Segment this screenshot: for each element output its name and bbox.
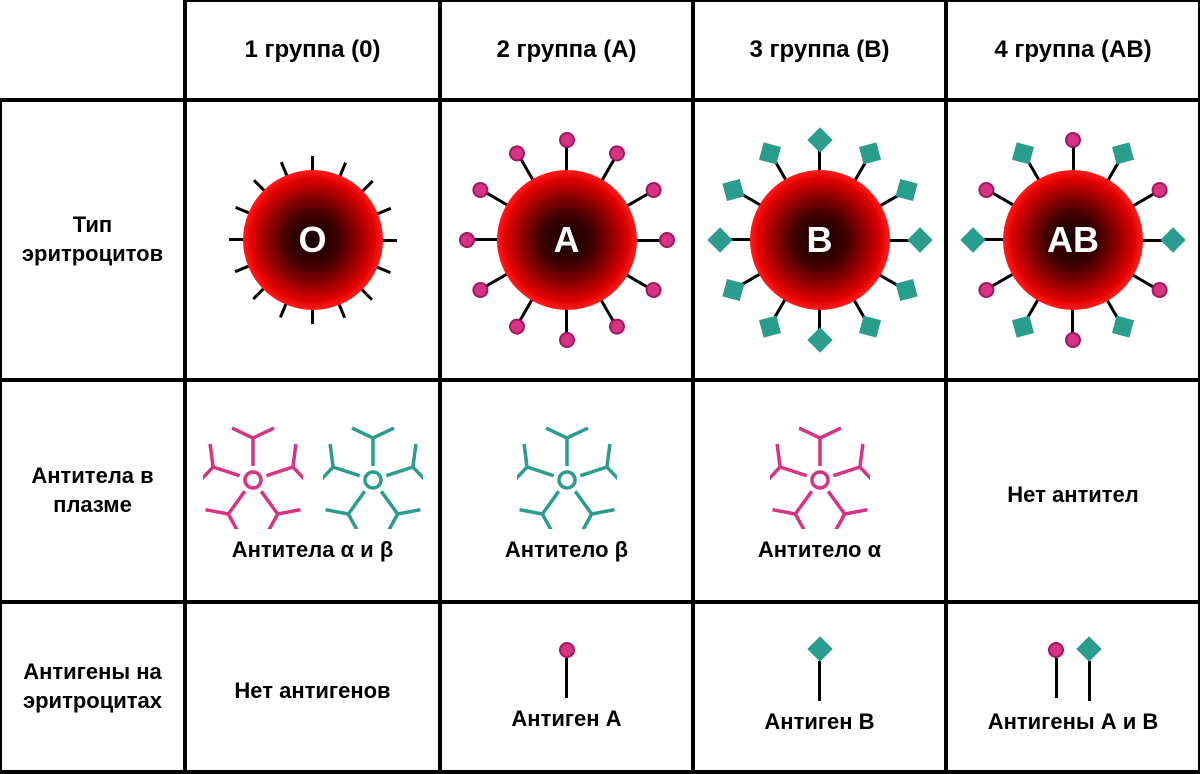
rbc-cell-O: O xyxy=(183,98,442,382)
antigen-b-icon xyxy=(1080,640,1098,701)
plasma-cell-O: Антитела α и β xyxy=(183,378,442,604)
plasma-caption-A: Антитело β xyxy=(505,537,628,563)
antigen-b-icon xyxy=(811,640,829,701)
plasma-cell-B: Антитело α xyxy=(691,378,948,604)
col-header-4: 4 группа (АВ) xyxy=(944,0,1200,102)
antigen-icons-AB xyxy=(1040,640,1106,701)
plasma-caption-AB: Нет антител xyxy=(1007,482,1139,508)
rbc-core-icon: O xyxy=(243,170,383,310)
antibody-icon xyxy=(323,419,423,529)
antibody-icon xyxy=(770,419,870,529)
plasma-caption-O: Антитела α и β xyxy=(232,537,394,563)
antigen-cell-AB: Антигены А и В xyxy=(944,600,1200,774)
rbc-core-icon: B xyxy=(750,170,890,310)
row-label-rbc: Тип эритроцитов xyxy=(0,98,187,382)
col-header-3: 3 группа (В) xyxy=(691,0,948,102)
rbc-core-icon: AB xyxy=(1003,170,1143,310)
antigen-a-icon xyxy=(559,642,575,698)
antibody-icon xyxy=(517,419,617,529)
antigen-cell-A: Антиген А xyxy=(438,600,695,774)
antigen-caption-B: Антиген В xyxy=(764,709,874,735)
antibody-icon xyxy=(203,419,303,529)
corner-cell xyxy=(0,0,187,102)
rbc-core-icon: A xyxy=(497,170,637,310)
row-label-plasma: Антитела в плазме xyxy=(0,378,187,604)
antigen-a-icon xyxy=(1048,642,1064,698)
rbc-cell-A: A xyxy=(438,98,695,382)
blood-group-table: 1 группа (0) 2 группа (А) 3 группа (В) 4… xyxy=(0,0,1200,772)
rbc-cell-AB: AB xyxy=(944,98,1200,382)
antigen-caption-O: Нет антигенов xyxy=(234,678,390,704)
plasma-caption-B: Антитело α xyxy=(758,537,881,563)
plasma-cell-AB: Нет антител xyxy=(944,378,1200,604)
antigen-caption-AB: Антигены А и В xyxy=(988,709,1159,735)
antigen-icons-B xyxy=(803,640,837,701)
antigen-caption-A: Антиген А xyxy=(511,706,621,732)
plasma-cell-A: Антитело β xyxy=(438,378,695,604)
row-label-antigens: Антигены на эритроцитах xyxy=(0,600,187,774)
antigen-icons-A xyxy=(551,642,583,698)
col-header-2: 2 группа (А) xyxy=(438,0,695,102)
antigen-cell-B: Антиген В xyxy=(691,600,948,774)
rbc-cell-B: B xyxy=(691,98,948,382)
antigen-cell-O: Нет антигенов xyxy=(183,600,442,774)
col-header-1: 1 группа (0) xyxy=(183,0,442,102)
